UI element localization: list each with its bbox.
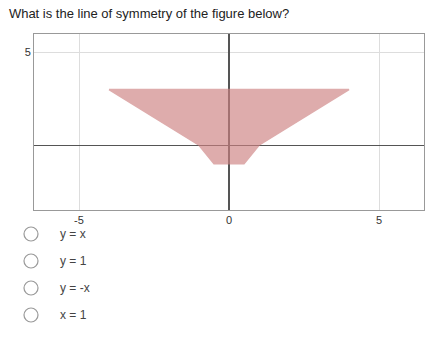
- svg-text:x = 1: x = 1: [60, 308, 87, 322]
- svg-text:y = 1: y = 1: [60, 254, 87, 268]
- svg-text:-5: -5: [74, 214, 84, 226]
- svg-text:0: 0: [226, 214, 232, 226]
- svg-text:What is the line of symmetry o: What is the line of symmetry of the figu…: [9, 6, 289, 21]
- svg-text:y = x: y = x: [60, 227, 86, 241]
- svg-text:y = -x: y = -x: [60, 281, 90, 295]
- svg-text:5: 5: [25, 46, 31, 58]
- svg-text:5: 5: [376, 214, 382, 226]
